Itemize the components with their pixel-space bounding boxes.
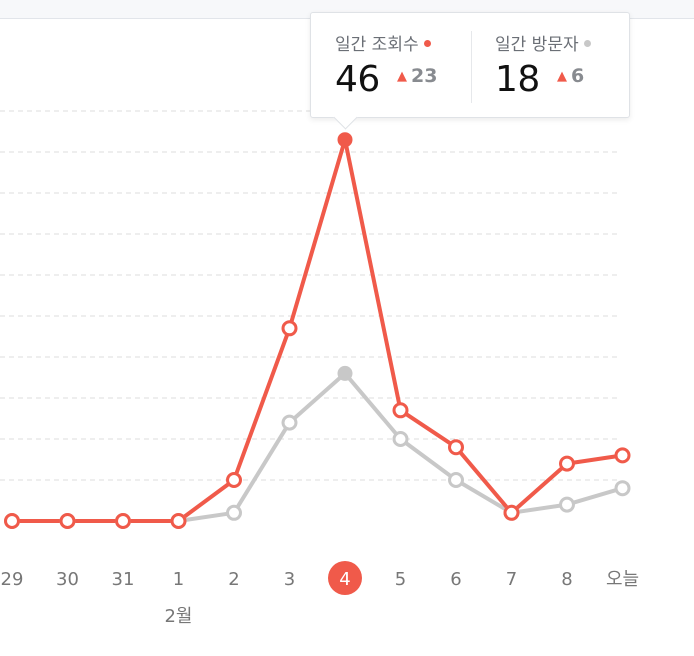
views-point[interactable]	[59, 513, 76, 529]
series-points[interactable]	[4, 132, 631, 529]
views-dot-icon	[423, 40, 431, 47]
views-point[interactable]	[337, 132, 353, 148]
grid-lines	[0, 110, 620, 481]
views-point[interactable]	[503, 504, 520, 521]
views-point[interactable]	[448, 439, 464, 456]
views-point[interactable]	[170, 513, 187, 529]
views-label: 일간 조회수	[335, 30, 431, 55]
visitors-point[interactable]	[614, 480, 631, 497]
visitors-delta: ▲ 6	[557, 65, 585, 87]
views-point[interactable]	[614, 447, 631, 464]
visitors-point[interactable]	[281, 414, 298, 431]
up-arrow-icon: ▲	[557, 69, 567, 84]
views-point[interactable]	[392, 402, 409, 419]
visitors-point[interactable]	[337, 365, 353, 381]
series-lines	[12, 137, 624, 523]
x-tick-label[interactable]: 8	[561, 569, 572, 590]
views-point[interactable]	[115, 513, 131, 529]
views-point[interactable]	[281, 320, 298, 337]
x-tick-label[interactable]: 오늘	[606, 569, 639, 590]
x-tick-label[interactable]: 4	[339, 569, 350, 590]
selected-day-marker	[328, 561, 362, 595]
visitors-line	[12, 371, 624, 523]
x-tick-label[interactable]: 2	[228, 569, 239, 590]
x-tick-label[interactable]: 6	[450, 569, 461, 590]
visitors-dot-icon	[583, 40, 591, 47]
x-tick-label[interactable]: 31	[112, 569, 135, 590]
views-point[interactable]	[226, 472, 242, 488]
x-tick-label[interactable]: 1	[173, 569, 184, 590]
views-value: 46	[335, 59, 380, 100]
views-line	[12, 137, 623, 523]
x-tick-label[interactable]: 3	[284, 569, 295, 590]
x-tick-label[interactable]: 30	[56, 569, 79, 590]
visitors-point[interactable]	[559, 496, 575, 513]
x-tick-label[interactable]: 29	[1, 569, 24, 590]
visitors-point[interactable]	[226, 504, 242, 521]
up-arrow-icon: ▲	[397, 69, 407, 84]
x-tick-label[interactable]: 5	[395, 569, 406, 590]
chart-tooltip: 일간 조회수 46 ▲ 23 일간 방문자 18 ▲ 6	[310, 12, 630, 130]
month-label: 2월	[164, 606, 192, 627]
tooltip-divider	[471, 31, 472, 103]
visitors-value: 18	[495, 59, 540, 100]
visitors-label: 일간 방문자	[495, 30, 591, 55]
visitors-point[interactable]	[448, 472, 464, 488]
views-delta: ▲ 23	[397, 65, 438, 87]
visitors-point[interactable]	[392, 431, 409, 447]
x-tick-label[interactable]: 7	[506, 569, 517, 590]
x-axis: 29 30 31 1 2 3 4 5 6 7 8 오늘 2월	[1, 561, 639, 627]
views-point[interactable]	[4, 513, 20, 529]
views-point[interactable]	[559, 455, 575, 472]
